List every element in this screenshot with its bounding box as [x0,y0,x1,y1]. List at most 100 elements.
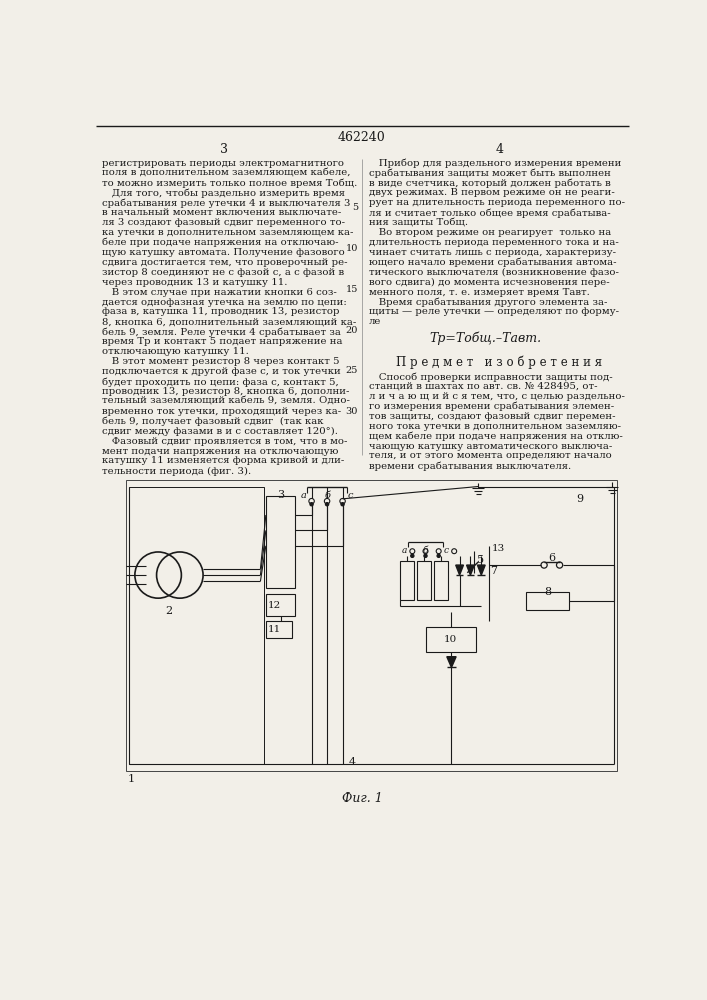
Text: бель 9, получает фазовый сдвиг  (так как: бель 9, получает фазовый сдвиг (так как [103,417,324,426]
Text: станций в шахтах по авт. св. № 428495, от-: станций в шахтах по авт. св. № 428495, о… [369,382,597,391]
Text: срабатывания защиты может быть выполнен: срабатывания защиты может быть выполнен [369,168,611,178]
Text: a: a [402,546,407,555]
Text: дается однофазная утечка на землю по цепи:: дается однофазная утечка на землю по цеп… [103,298,347,307]
Text: б: б [324,491,330,500]
Text: в виде счетчика, который должен работать в: в виде счетчика, который должен работать… [369,178,611,188]
Text: чинает считать лишь с периода, характеризу-: чинает считать лишь с периода, характери… [369,248,616,257]
Text: поля в дополнительном заземляющем кабеле,: поля в дополнительном заземляющем кабеле… [103,168,351,177]
Text: катушку 11 изменяется форма кривой и дли-: катушку 11 изменяется форма кривой и дли… [103,456,344,465]
Polygon shape [456,565,464,575]
Bar [417,561,431,600]
Circle shape [310,503,313,506]
Text: тельности периода (фиг. 3).: тельности периода (фиг. 3). [103,466,252,476]
Text: тов защиты, создают фазовый сдвиг перемен-: тов защиты, создают фазовый сдвиг переме… [369,412,615,421]
Text: щем кабеле при подаче напряжения на отклю-: щем кабеле при подаче напряжения на откл… [369,432,623,441]
Text: подключается к другой фазе с, и ток утечки: подключается к другой фазе с, и ток утеч… [103,367,341,376]
Text: будет проходить по цепи: фаза с, контакт 5,: будет проходить по цепи: фаза с, контакт… [103,377,339,387]
Text: ля и считает только общее время срабатыва-: ля и считает только общее время срабатыв… [369,208,611,218]
Text: регистрировать периоды электромагнитного: регистрировать периоды электромагнитного [103,158,344,167]
Bar [400,561,414,600]
Circle shape [437,554,440,557]
Text: времени срабатывания выключателя.: времени срабатывания выключателя. [369,461,571,471]
Bar [426,627,476,652]
Circle shape [341,503,344,506]
Circle shape [424,554,427,557]
Bar [129,487,264,764]
Text: Тр=Тобщ.–Тавт.: Тр=Тобщ.–Тавт. [429,332,542,345]
Text: рует на длительность периода переменного по-: рует на длительность периода переменного… [369,198,625,207]
Text: 12: 12 [268,601,281,610]
Text: 6: 6 [548,553,556,563]
Text: 30: 30 [346,407,358,416]
Text: 3: 3 [277,490,284,500]
Text: c: c [348,491,354,500]
Polygon shape [467,565,474,575]
Text: 10: 10 [346,244,358,253]
Text: 4: 4 [349,757,356,767]
Text: 11: 11 [268,625,281,634]
Text: Для того, чтобы раздельно измерить время: Для того, чтобы раздельно измерить время [103,188,345,198]
Text: беле при подаче напряжения на отключаю-: беле при подаче напряжения на отключаю- [103,238,339,247]
Text: 2: 2 [165,606,173,616]
Text: мент подачи напряжения на отключающую: мент подачи напряжения на отключающую [103,447,339,456]
Text: 8, кнопка 6, дополнительный заземляющий ка-: 8, кнопка 6, дополнительный заземляющий … [103,317,356,326]
Text: теля, и от этого момента определяют начало: теля, и от этого момента определяют нача… [369,451,612,460]
Bar [266,594,296,616]
Text: c: c [444,546,449,555]
Text: 5: 5 [352,203,358,212]
Text: тического выключателя (возникновение фазо-: тического выключателя (возникновение фаз… [369,268,619,277]
Bar [266,621,292,638]
Text: щую катушку автомата. Получение фазового: щую катушку автомата. Получение фазового [103,248,345,257]
Text: временно ток утечки, проходящий через ка-: временно ток утечки, проходящий через ка… [103,407,341,416]
Text: ния защиты Тобщ.: ния защиты Тобщ. [369,218,468,227]
Text: Способ проверки исправности защиты под-: Способ проверки исправности защиты под- [369,372,612,382]
Text: Во втором режиме он реагирует  только на: Во втором режиме он реагирует только на [369,228,611,237]
Text: 15: 15 [346,285,358,294]
Text: 13: 13 [491,544,505,553]
Text: 25: 25 [346,366,358,375]
Text: время Тр и контакт 5 подает напряжение на: время Тр и контакт 5 подает напряжение н… [103,337,343,346]
Text: сдвиг между фазами в и с составляет 120°).: сдвиг между фазами в и с составляет 120°… [103,427,339,436]
Circle shape [411,554,414,557]
Text: Фиг. 1: Фиг. 1 [341,792,382,805]
Text: в начальный момент включения выключате-: в начальный момент включения выключате- [103,208,341,217]
Bar [126,480,617,771]
Text: 9: 9 [577,494,584,504]
Bar [434,561,448,600]
Text: a: a [300,491,306,500]
Text: фаза в, катушка 11, проводник 13, резистор: фаза в, катушка 11, проводник 13, резист… [103,307,340,316]
Text: ющего начало времени срабатывания автома-: ющего начало времени срабатывания автома… [369,258,617,267]
Text: двух режимах. В первом режиме он не реаги-: двух режимах. В первом режиме он не реаг… [369,188,614,197]
Text: ного тока утечки в дополнительном заземляю-: ного тока утечки в дополнительном заземл… [369,422,621,431]
Text: 3: 3 [220,143,228,156]
Text: зистор 8 соединяют не с фазой c, а с фазой в: зистор 8 соединяют не с фазой c, а с фаз… [103,268,344,277]
Text: тельный заземляющий кабель 9, земля. Одно-: тельный заземляющий кабель 9, земля. Одн… [103,397,350,406]
Text: 5: 5 [477,555,484,565]
Text: 20: 20 [346,326,358,335]
Text: ля 3 создают фазовый сдвиг переменного то-: ля 3 создают фазовый сдвиг переменного т… [103,218,345,227]
Text: л и ч а ю щ и й с я тем, что, с целью раздельно-: л и ч а ю щ и й с я тем, что, с целью ра… [369,392,625,401]
Circle shape [325,503,329,506]
Text: длительность периода переменного тока и на-: длительность периода переменного тока и … [369,238,619,247]
Text: го измерения времени срабатывания элемен-: го измерения времени срабатывания элемен… [369,402,614,411]
Text: В этот момент резистор 8 через контакт 5: В этот момент резистор 8 через контакт 5 [103,357,340,366]
Text: Время срабатывания другого элемента за-: Время срабатывания другого элемента за- [369,298,607,307]
Text: 8: 8 [544,587,551,597]
Text: срабатывания реле утечки 4 и выключателя 3: срабатывания реле утечки 4 и выключателя… [103,198,351,208]
Polygon shape [447,657,456,667]
Text: чающую катушку автоматического выключа-: чающую катушку автоматического выключа- [369,442,612,451]
Text: 4: 4 [495,143,503,156]
Text: Фазовый сдвиг проявляется в том, что в мо-: Фазовый сдвиг проявляется в том, что в м… [103,437,348,446]
Text: сдвига достигается тем, что проверочный ре-: сдвига достигается тем, что проверочный … [103,258,348,267]
Text: менного поля, т. е. измеряет время Тавт.: менного поля, т. е. измеряет время Тавт. [369,288,590,297]
Text: 1: 1 [128,774,135,784]
Bar [526,592,569,610]
Text: то можно измерить только полное время Тобщ.: то можно измерить только полное время То… [103,178,358,188]
Text: ка утечки в дополнительном заземляющем ка-: ка утечки в дополнительном заземляющем к… [103,228,354,237]
Polygon shape [477,565,485,575]
Text: вого сдвига) до момента исчезновения пере-: вого сдвига) до момента исчезновения пер… [369,278,609,287]
Text: бель 9, земля. Реле утечки 4 срабатывает за: бель 9, земля. Реле утечки 4 срабатывает… [103,327,341,337]
Text: В этом случае при нажатии кнопки 6 соз-: В этом случае при нажатии кнопки 6 соз- [103,288,337,297]
Text: проводник 13, резистор 8, кнопка 6, дополни-: проводник 13, резистор 8, кнопка 6, допо… [103,387,350,396]
Text: Прибор для раздельного измерения времени: Прибор для раздельного измерения времени [369,158,621,168]
